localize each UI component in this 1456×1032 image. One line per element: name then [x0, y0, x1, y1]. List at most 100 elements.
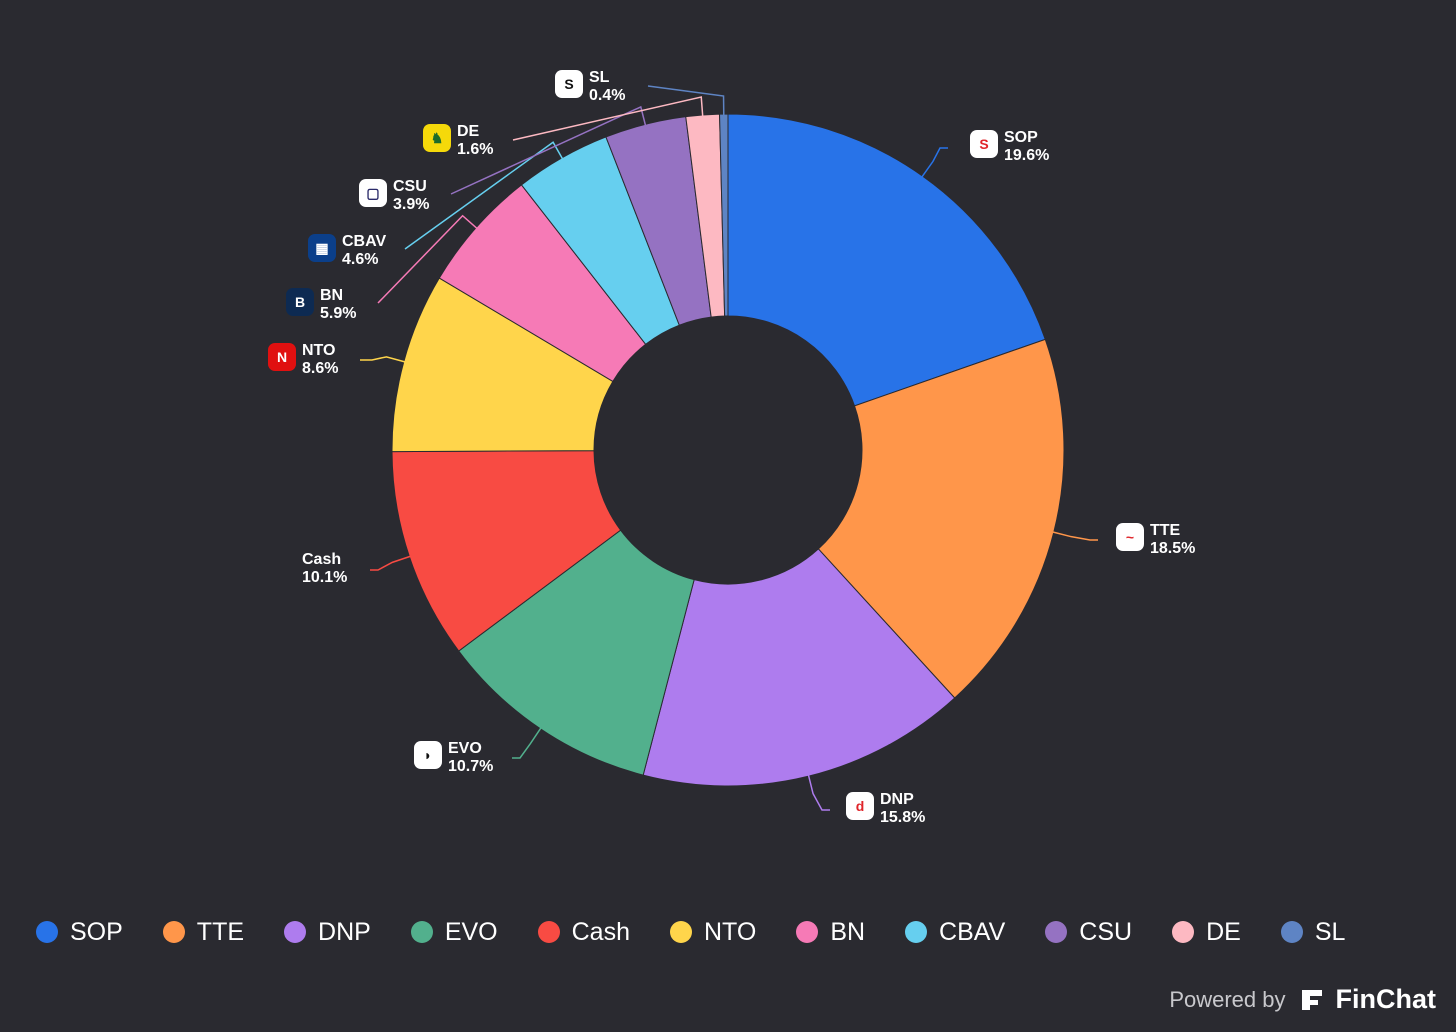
- slice-label-value: 18.5%: [1150, 540, 1195, 557]
- slice-label-name: SL: [589, 69, 610, 86]
- slice-label-value: 19.6%: [1004, 147, 1049, 164]
- leader-line-nto: [360, 356, 406, 363]
- sl-logo-icon: [555, 70, 583, 98]
- slice-label-name: DE: [457, 123, 480, 140]
- slice-label-value: 15.8%: [880, 809, 925, 826]
- legend-label: DNP: [318, 917, 371, 946]
- leader-line-bn: [377, 214, 479, 304]
- slice-tte[interactable]: [817, 338, 1065, 699]
- legend-item-tte[interactable]: TTE: [162, 917, 245, 947]
- legend-item-dnp[interactable]: DNP: [284, 918, 371, 947]
- slice-label-name: EVO: [448, 740, 482, 757]
- leader-line-tte: [1051, 531, 1098, 541]
- legend-swatch: [537, 921, 560, 943]
- slice-sop[interactable]: [727, 113, 1046, 407]
- dnp-logo-glyph: d: [856, 798, 865, 814]
- legend-label: DE: [1206, 917, 1241, 946]
- legend-item-bn[interactable]: BN: [796, 918, 865, 947]
- sl-logo-glyph: S: [564, 76, 573, 92]
- bn-logo-glyph: B: [295, 294, 305, 310]
- slice-label-value: 1.6%: [457, 141, 493, 158]
- slice-label-name: NTO: [302, 342, 335, 359]
- legend-item-evo[interactable]: EVO: [410, 918, 498, 947]
- legend-item-cash[interactable]: Cash: [537, 918, 630, 947]
- nto-logo-icon: [268, 343, 296, 371]
- legend-item-nto[interactable]: NTO: [669, 917, 757, 947]
- legend-item-sl[interactable]: SL: [1280, 917, 1346, 947]
- leader-line-sl: [647, 85, 725, 117]
- slice-label-name: DNP: [880, 791, 914, 808]
- legend-label: CBAV: [939, 917, 1006, 946]
- slice-label-name: CBAV: [342, 233, 386, 250]
- legend-label: CSU: [1079, 917, 1133, 946]
- leader-line-csu: [450, 105, 647, 195]
- slice-sl[interactable]: [719, 113, 729, 317]
- evo-logo-glyph: ◗: [424, 747, 432, 763]
- slices-layer: [391, 113, 1065, 787]
- cbav-logo-icon: [308, 234, 336, 262]
- legend-label: NTO: [703, 917, 757, 946]
- slice-label-value: 3.9%: [393, 196, 429, 213]
- tte-logo-glyph: ~: [1126, 529, 1134, 545]
- chart-legend: SOP TTE DNP EVO Cash NTO BN CBAV CSU DE SL: [36, 914, 1385, 950]
- csu-logo-glyph: ▢: [366, 185, 379, 201]
- legend-swatch: [905, 921, 928, 943]
- legend-item-sop[interactable]: SOP: [36, 918, 123, 947]
- slice-label-value: 10.1%: [302, 569, 347, 586]
- legend-swatch: [1280, 921, 1303, 943]
- nto-logo-glyph: N: [277, 349, 287, 365]
- slice-label-value: 0.4%: [589, 87, 625, 104]
- legend-label: TTE: [196, 917, 245, 946]
- finchat-brand-name: FinChat: [1335, 984, 1437, 1014]
- legend-item-de[interactable]: DE: [1172, 918, 1241, 947]
- slice-label-name: CSU: [393, 178, 427, 195]
- slice-label-de: ♞ DE1.6%: [423, 123, 493, 158]
- legend-label: SOP: [70, 917, 123, 946]
- legend-swatch: [410, 921, 433, 943]
- de-logo-glyph: ♞: [431, 130, 444, 146]
- legend-swatch: [669, 921, 692, 943]
- slice-label-value: 8.6%: [302, 360, 338, 377]
- slice-label-name: TTE: [1150, 522, 1181, 539]
- leader-line-de: [512, 96, 704, 141]
- leader-line-evo: [512, 726, 543, 759]
- slice-label-name: Cash: [302, 551, 341, 568]
- powered-by-footer: Powered by FinChat: [1169, 984, 1436, 1015]
- leader-line-cash: [370, 555, 412, 571]
- legend-swatch: [796, 921, 819, 943]
- slice-evo[interactable]: [458, 529, 695, 776]
- slice-label-name: SOP: [1004, 129, 1038, 146]
- legend-swatch: [36, 921, 58, 943]
- slice-label-value: 10.7%: [448, 758, 493, 775]
- tte-logo-icon: [1116, 523, 1144, 551]
- slice-label-value: 4.6%: [342, 251, 378, 268]
- slice-cash[interactable]: [391, 450, 622, 652]
- leader-line-dnp: [807, 774, 830, 811]
- csu-logo-icon: [359, 179, 387, 207]
- slice-label-value: 5.9%: [320, 305, 356, 322]
- sop-logo-glyph: S: [979, 136, 988, 152]
- cbav-logo-glyph: ▦: [315, 240, 328, 256]
- powered-by-text: Powered by: [1169, 986, 1286, 1012]
- slice-dnp[interactable]: [642, 548, 956, 787]
- sop-logo-icon: [970, 130, 998, 158]
- leader-line-cbav: [404, 141, 564, 250]
- evo-logo-icon: [414, 741, 442, 769]
- legend-label: SL: [1314, 917, 1346, 946]
- slice-label-bn: B BN5.9%: [286, 287, 356, 322]
- slice-label-sl: S SL0.4%: [555, 69, 625, 104]
- dnp-logo-icon: [846, 792, 874, 820]
- slice-label-name: BN: [320, 287, 343, 304]
- legend-swatch: [1172, 921, 1195, 943]
- legend-item-cbav[interactable]: CBAV: [905, 918, 1005, 947]
- de-logo-icon: [423, 124, 451, 152]
- legend-item-csu[interactable]: CSU: [1045, 918, 1132, 947]
